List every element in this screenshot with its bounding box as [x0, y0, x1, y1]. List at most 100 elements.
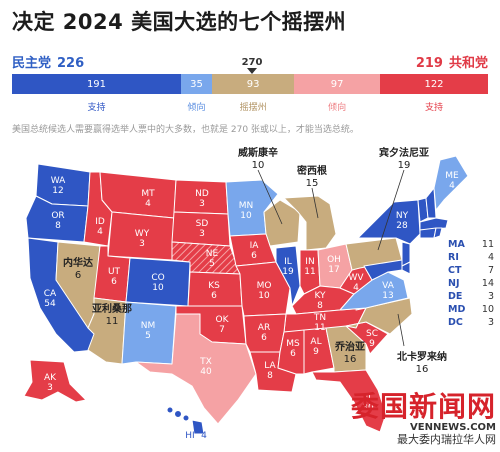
label-MT: MT 4 — [141, 189, 155, 209]
label-NM: NM 5 — [141, 321, 156, 341]
state-MD[interactable] — [363, 259, 403, 281]
rep-votes: 219 — [415, 56, 443, 71]
category-rep-safe: 支持 — [425, 103, 444, 113]
category-dem-safe: 支持 — [87, 103, 106, 113]
us-map: WA 12 OR 8 CA 54 ID 4 MT 4 WY 3 UT 6 CO 10 NM 5 N… — [0, 138, 500, 448]
legend-abbr: RI — [448, 252, 459, 263]
legend-abbr: CT — [448, 265, 462, 276]
label-NY: NY 28 — [396, 211, 409, 231]
label-TN: TN 11 — [313, 313, 326, 333]
label-IA: IA 6 — [250, 241, 260, 261]
label-HI: HI 4 — [185, 431, 207, 441]
watermark-site: VENNEWS.COM — [410, 422, 496, 433]
state-MT[interactable] — [99, 171, 177, 219]
state-RI[interactable] — [433, 227, 443, 239]
bar-segment-rep-lean: 97 — [294, 74, 381, 94]
bar-segment-dem-lean: 35 — [180, 74, 212, 94]
label-AL: AL 9 — [310, 337, 321, 357]
label-WV: WV 4 — [348, 273, 364, 293]
swing-PA-votes: 19 — [398, 160, 411, 171]
label-SC: SC 9 — [366, 329, 378, 349]
legend-row-nj: NJ 14 — [448, 277, 494, 290]
legend-votes: 7 — [487, 265, 494, 276]
dem-votes: 226 — [57, 56, 85, 71]
category-labels: 支持 倾向 摇摆州 倾向 支持 — [12, 100, 488, 114]
label-LA: LA 8 — [264, 361, 276, 381]
swing-WI-votes: 10 — [252, 160, 265, 171]
state-NC[interactable] — [345, 297, 413, 335]
state-NY[interactable] — [357, 199, 421, 245]
label-FL: FL 30 — [362, 393, 374, 413]
label-WA: WA 12 — [51, 176, 66, 196]
threshold-label: 270 — [241, 57, 263, 68]
northeast-legend: MA 11 RI 4 CT 7 NJ 14 DE 3 MD 10 DC 3 — [448, 238, 494, 329]
state-TX[interactable] — [135, 313, 257, 425]
state-AK[interactable] — [23, 359, 87, 403]
label-OH: OH 17 — [327, 255, 341, 275]
bar-segment-rep-safe: 122 — [380, 74, 488, 94]
state-ME[interactable] — [433, 155, 469, 211]
label-AR: AR 6 — [258, 323, 270, 343]
legend-row-ri: RI 4 — [448, 251, 494, 264]
label-CA: CA 54 — [44, 289, 57, 309]
label-IN: IN 11 — [304, 257, 315, 277]
legend-row-ct: CT 7 — [448, 264, 494, 277]
category-rep-lean: 倾向 — [328, 103, 347, 113]
page-title: 决定 2024 美国大选的七个摇摆州 — [12, 10, 347, 34]
state-FL[interactable] — [311, 369, 387, 433]
label-WY: WY 3 — [135, 229, 150, 249]
label-ND: ND 3 — [195, 189, 209, 209]
state-MA[interactable] — [419, 217, 449, 231]
watermark-main: 委国新闻网 — [350, 390, 496, 423]
label-VA: VA 13 — [382, 281, 395, 301]
label-ID: ID 4 — [95, 217, 105, 237]
label-ME: ME 4 — [445, 171, 459, 191]
swing-GA-votes: 16 — [344, 354, 357, 365]
legend-row-dc: DC 3 — [448, 316, 494, 329]
explanation-note: 美国总统候选人需要赢得选举人票中的大多数，也就是 270 张或以上，才能当选总统… — [12, 125, 359, 135]
state-DE[interactable] — [401, 261, 411, 275]
threshold-arrow — [247, 68, 257, 74]
watermark-sub: 最大委内瑞拉华人网 — [397, 433, 496, 446]
label-KS: KS 6 — [208, 281, 220, 301]
swing-WI-name: 威斯康辛 — [238, 146, 278, 159]
legend-abbr: NJ — [448, 278, 460, 289]
swing-GA-name: 乔治亚 — [334, 340, 365, 353]
state-CT[interactable] — [419, 227, 437, 239]
category-dem-lean: 倾向 — [187, 103, 206, 113]
label-NE: NE 5 — [206, 249, 219, 269]
watermark: 委国新闻网 VENNEWS.COM 最大委内瑞拉华人网 — [296, 390, 496, 447]
leader-WI — [257, 169, 283, 225]
swing-MI-name: 密西根 — [297, 164, 327, 177]
swing-AZ-votes: 11 — [106, 316, 119, 327]
legend-row-de: DE 3 — [448, 290, 494, 303]
swing-PA-name: 宾夕法尼亚 — [379, 146, 429, 159]
label-MO: MO 10 — [257, 281, 272, 301]
dem-label: 民主党 — [12, 56, 52, 71]
bar-segment-dem-safe: 191 — [12, 74, 181, 94]
leader-PA — [377, 169, 405, 251]
legend-votes: 3 — [487, 317, 494, 328]
category-toss: 摇摆州 — [239, 103, 267, 113]
bar-segment-toss: 93 — [211, 74, 295, 94]
leader-NC — [397, 313, 405, 347]
swing-NV-votes: 6 — [75, 270, 81, 281]
legend-abbr: MA — [448, 239, 465, 250]
rep-label: 共和党 — [448, 56, 488, 71]
state-IA[interactable] — [229, 233, 277, 267]
rep-total: 219 共和党 — [416, 52, 488, 71]
swing-AZ-name: 亚利桑那 — [92, 302, 132, 315]
label-TX: TX 40 — [199, 357, 212, 377]
legend-votes: 3 — [487, 291, 494, 302]
label-IL: IL 19 — [282, 257, 294, 277]
legend-votes: 14 — [481, 278, 494, 289]
dem-total: 民主党 226 — [12, 52, 84, 71]
state-AL[interactable] — [303, 327, 335, 375]
legend-abbr: MD — [448, 304, 466, 315]
label-OK: OK 7 — [216, 315, 230, 335]
swing-NC-name: 北卡罗来纳 — [397, 350, 447, 363]
state-HI[interactable] — [166, 406, 205, 435]
swing-NV-name: 内华达 — [63, 256, 93, 269]
legend-row-md: MD 10 — [448, 303, 494, 316]
electoral-vote-bar: 191 35 93 97 122 — [12, 74, 488, 94]
